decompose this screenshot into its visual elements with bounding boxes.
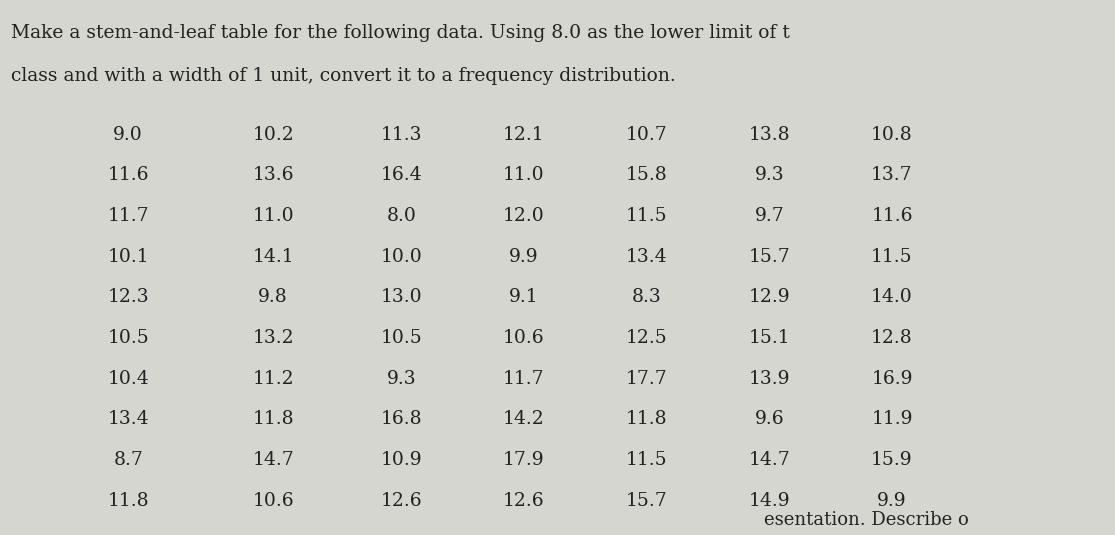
Text: 12.6: 12.6 bbox=[380, 492, 423, 510]
Text: 11.6: 11.6 bbox=[871, 207, 913, 225]
Text: 12.3: 12.3 bbox=[107, 288, 149, 307]
Text: 17.7: 17.7 bbox=[626, 370, 668, 388]
Text: 8.3: 8.3 bbox=[632, 288, 661, 307]
Text: 8.7: 8.7 bbox=[114, 451, 143, 469]
Text: 13.6: 13.6 bbox=[252, 166, 294, 185]
Text: 9.9: 9.9 bbox=[510, 248, 539, 266]
Text: 10.1: 10.1 bbox=[107, 248, 149, 266]
Text: 10.8: 10.8 bbox=[871, 126, 913, 144]
Text: 13.4: 13.4 bbox=[107, 410, 149, 429]
Text: 11.8: 11.8 bbox=[107, 492, 149, 510]
Text: 11.6: 11.6 bbox=[107, 166, 149, 185]
Text: 14.0: 14.0 bbox=[871, 288, 913, 307]
Text: 11.2: 11.2 bbox=[252, 370, 294, 388]
Text: 10.6: 10.6 bbox=[252, 492, 294, 510]
Text: 9.1: 9.1 bbox=[510, 288, 539, 307]
Text: 9.3: 9.3 bbox=[755, 166, 784, 185]
Text: 10.4: 10.4 bbox=[107, 370, 149, 388]
Text: 11.5: 11.5 bbox=[871, 248, 913, 266]
Text: 9.6: 9.6 bbox=[755, 410, 784, 429]
Text: 9.8: 9.8 bbox=[259, 288, 288, 307]
Text: 12.8: 12.8 bbox=[871, 329, 913, 347]
Text: 10.0: 10.0 bbox=[380, 248, 423, 266]
Text: 13.7: 13.7 bbox=[871, 166, 913, 185]
Text: esentation. Describe o: esentation. Describe o bbox=[764, 510, 969, 529]
Text: 11.7: 11.7 bbox=[503, 370, 545, 388]
Text: 14.1: 14.1 bbox=[252, 248, 294, 266]
Text: 13.9: 13.9 bbox=[748, 370, 791, 388]
Text: 8.0: 8.0 bbox=[387, 207, 416, 225]
Text: 11.8: 11.8 bbox=[626, 410, 668, 429]
Text: 11.9: 11.9 bbox=[871, 410, 913, 429]
Text: 9.9: 9.9 bbox=[878, 492, 906, 510]
Text: 14.2: 14.2 bbox=[503, 410, 545, 429]
Text: 9.3: 9.3 bbox=[387, 370, 416, 388]
Text: 15.8: 15.8 bbox=[626, 166, 668, 185]
Text: 10.2: 10.2 bbox=[252, 126, 294, 144]
Text: 14.9: 14.9 bbox=[748, 492, 791, 510]
Text: 9.0: 9.0 bbox=[114, 126, 143, 144]
Text: 14.7: 14.7 bbox=[252, 451, 294, 469]
Text: 13.8: 13.8 bbox=[748, 126, 791, 144]
Text: 11.5: 11.5 bbox=[626, 207, 668, 225]
Text: 9.7: 9.7 bbox=[755, 207, 784, 225]
Text: 12.1: 12.1 bbox=[503, 126, 545, 144]
Text: 13.0: 13.0 bbox=[380, 288, 423, 307]
Text: 12.6: 12.6 bbox=[503, 492, 545, 510]
Text: class and with a width of 1 unit, convert it to a frequency distribution.: class and with a width of 1 unit, conver… bbox=[11, 67, 676, 85]
Text: 15.9: 15.9 bbox=[871, 451, 913, 469]
Text: Make a stem-and-leaf table for the following data. Using 8.0 as the lower limit : Make a stem-and-leaf table for the follo… bbox=[11, 24, 791, 42]
Text: 15.7: 15.7 bbox=[748, 248, 791, 266]
Text: 12.5: 12.5 bbox=[626, 329, 668, 347]
Text: 11.0: 11.0 bbox=[252, 207, 294, 225]
Text: 10.6: 10.6 bbox=[503, 329, 545, 347]
Text: 10.9: 10.9 bbox=[380, 451, 423, 469]
Text: 12.9: 12.9 bbox=[748, 288, 791, 307]
Text: 11.8: 11.8 bbox=[252, 410, 294, 429]
Text: 11.0: 11.0 bbox=[503, 166, 545, 185]
Text: 15.7: 15.7 bbox=[626, 492, 668, 510]
Text: 13.2: 13.2 bbox=[252, 329, 294, 347]
Text: 10.5: 10.5 bbox=[107, 329, 149, 347]
Text: 15.1: 15.1 bbox=[748, 329, 791, 347]
Text: 11.5: 11.5 bbox=[626, 451, 668, 469]
Text: 17.9: 17.9 bbox=[503, 451, 545, 469]
Text: 11.3: 11.3 bbox=[380, 126, 423, 144]
Text: 12.0: 12.0 bbox=[503, 207, 545, 225]
Text: 14.7: 14.7 bbox=[748, 451, 791, 469]
Text: 10.5: 10.5 bbox=[380, 329, 423, 347]
Text: 13.4: 13.4 bbox=[626, 248, 668, 266]
Text: 16.8: 16.8 bbox=[380, 410, 423, 429]
Text: 16.4: 16.4 bbox=[380, 166, 423, 185]
Text: 10.7: 10.7 bbox=[626, 126, 668, 144]
Text: 11.7: 11.7 bbox=[107, 207, 149, 225]
Text: 16.9: 16.9 bbox=[871, 370, 913, 388]
